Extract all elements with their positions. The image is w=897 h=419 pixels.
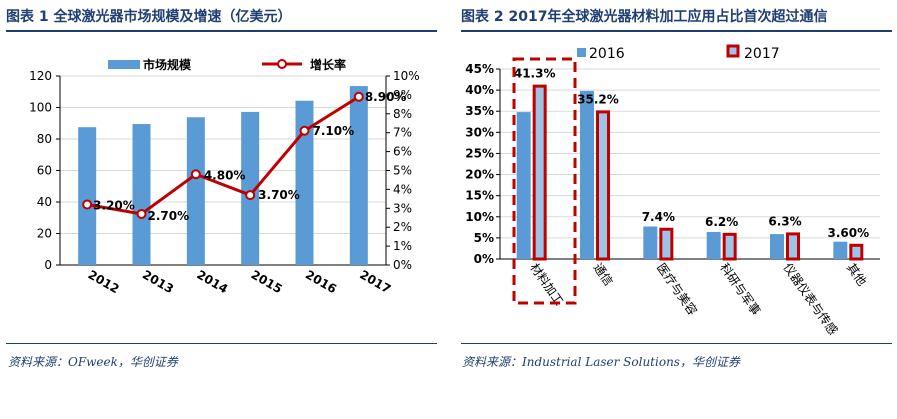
market-size-bar: [349, 86, 368, 265]
market-size-bar: [295, 100, 314, 265]
left-y-tick-label: 40: [37, 195, 52, 209]
growth-rate-point: [353, 91, 364, 102]
y-tick-label: 40%: [465, 83, 494, 97]
data-label-2017: 7.4%: [642, 210, 675, 224]
right-y-tick-label: 2%: [393, 220, 412, 234]
legend-growth-label: 增长率: [310, 57, 346, 72]
left-y-tick-label: 0: [44, 258, 52, 272]
bar-2017: [532, 84, 547, 261]
right-y-tick-label: 7%: [393, 126, 412, 140]
x-tick-label: 仪器仪表与传感: [781, 260, 841, 337]
left-y-tick-label: 100: [29, 101, 52, 115]
bar-2016: [706, 231, 721, 259]
x-tick-label: 医疗与美容: [654, 260, 701, 318]
market-size-bar: [241, 111, 260, 265]
growth-rate-line: [86, 95, 360, 216]
left-source-note: 资料来源：OFweek，华创证券: [8, 355, 178, 369]
data-label-2017: 6.2%: [705, 215, 738, 229]
bar-2016: [580, 90, 594, 259]
bar-2016: [516, 112, 531, 259]
legend-2016-label: 2016: [589, 46, 625, 62]
x-tick-label: 材料加工: [527, 261, 566, 308]
right-y-tick-label: 0%: [393, 258, 412, 272]
right-y-tick-label: 8%: [393, 107, 412, 121]
right-title-rule: [461, 30, 892, 32]
growth-rate-label: 3.20%: [93, 199, 135, 213]
legend-2017-swatch: [726, 44, 740, 58]
growth-rate-label: 4.80%: [204, 168, 246, 182]
right-y-tick-label: 10%: [393, 69, 420, 83]
left-y-tick-label: 80: [37, 132, 52, 146]
legend-2016-swatch: [577, 48, 586, 57]
right-chart-title: 图表 2 2017年全球激光器材料加工应用占比首次超过通信: [461, 9, 828, 25]
data-label-2017: 3.60%: [828, 226, 870, 240]
y-tick-label: 10%: [465, 210, 494, 224]
bar-2017: [849, 243, 864, 261]
left-footer-rule: [6, 343, 437, 344]
right-y-tick-label: 4%: [393, 182, 412, 196]
left-title-rule: [6, 30, 437, 32]
bar-2017: [659, 227, 674, 261]
bar-2016: [770, 234, 784, 259]
growth-rate-point: [136, 208, 147, 219]
bar-2017: [786, 232, 800, 261]
x-tick-label: 通信: [591, 261, 616, 289]
legend-growth-marker: [277, 59, 287, 69]
bar-2016: [833, 241, 848, 259]
data-label-2017: 6.3%: [768, 214, 801, 228]
legend-market-size-swatch: [108, 60, 140, 69]
legend-2017-label: 2017: [744, 46, 780, 62]
left-y-tick-label: 120: [29, 69, 52, 83]
growth-rate-label: 2.70%: [148, 209, 190, 223]
growth-rate-label: 3.70%: [258, 188, 300, 202]
growth-rate-point: [299, 125, 310, 136]
market-size-bar: [186, 117, 205, 265]
y-tick-label: 20%: [465, 168, 494, 182]
data-label-2017: 35.2%: [577, 92, 619, 106]
y-tick-label: 35%: [465, 104, 494, 118]
y-tick-label: 5%: [474, 231, 494, 245]
growth-rate-point: [190, 169, 201, 180]
left-y-tick-label: 60: [37, 164, 52, 178]
growth-rate-point: [245, 190, 256, 201]
x-tick-label: 其他: [844, 261, 869, 289]
x-tick-label: 科研与军事: [717, 261, 763, 318]
y-tick-label: 30%: [465, 125, 494, 139]
market-size-bar: [78, 127, 97, 265]
highlight-box: [512, 57, 577, 305]
bar-2017: [596, 110, 610, 261]
legend-market-size-label: 市场规模: [143, 57, 192, 72]
y-tick-label: 15%: [465, 189, 494, 203]
right-source-note: 资料来源：Industrial Laser Solutions，华创证券: [462, 355, 740, 369]
growth-rate-label: 8.90%: [365, 90, 407, 104]
right-y-tick-label: 9%: [393, 88, 412, 102]
growth-rate-point: [82, 199, 93, 210]
bar-2016: [643, 226, 658, 259]
left-chart-title: 图表 1 全球激光器市场规模及增速（亿美元）: [6, 9, 292, 25]
left-y-tick-label: 20: [37, 227, 52, 241]
right-y-tick-label: 5%: [393, 164, 412, 178]
y-tick-label: 45%: [465, 62, 494, 76]
growth-rate-label: 7.10%: [313, 124, 355, 138]
right-y-tick-label: 3%: [393, 201, 412, 215]
right-footer-rule: [461, 343, 892, 344]
y-tick-label: 25%: [465, 146, 494, 160]
y-tick-label: 0%: [474, 252, 494, 266]
right-y-tick-label: 1%: [393, 239, 412, 253]
market-size-bar: [132, 124, 151, 265]
right-y-tick-label: 6%: [393, 145, 412, 159]
data-label-2017: 41.3%: [514, 67, 556, 81]
bar-2017: [722, 232, 737, 261]
